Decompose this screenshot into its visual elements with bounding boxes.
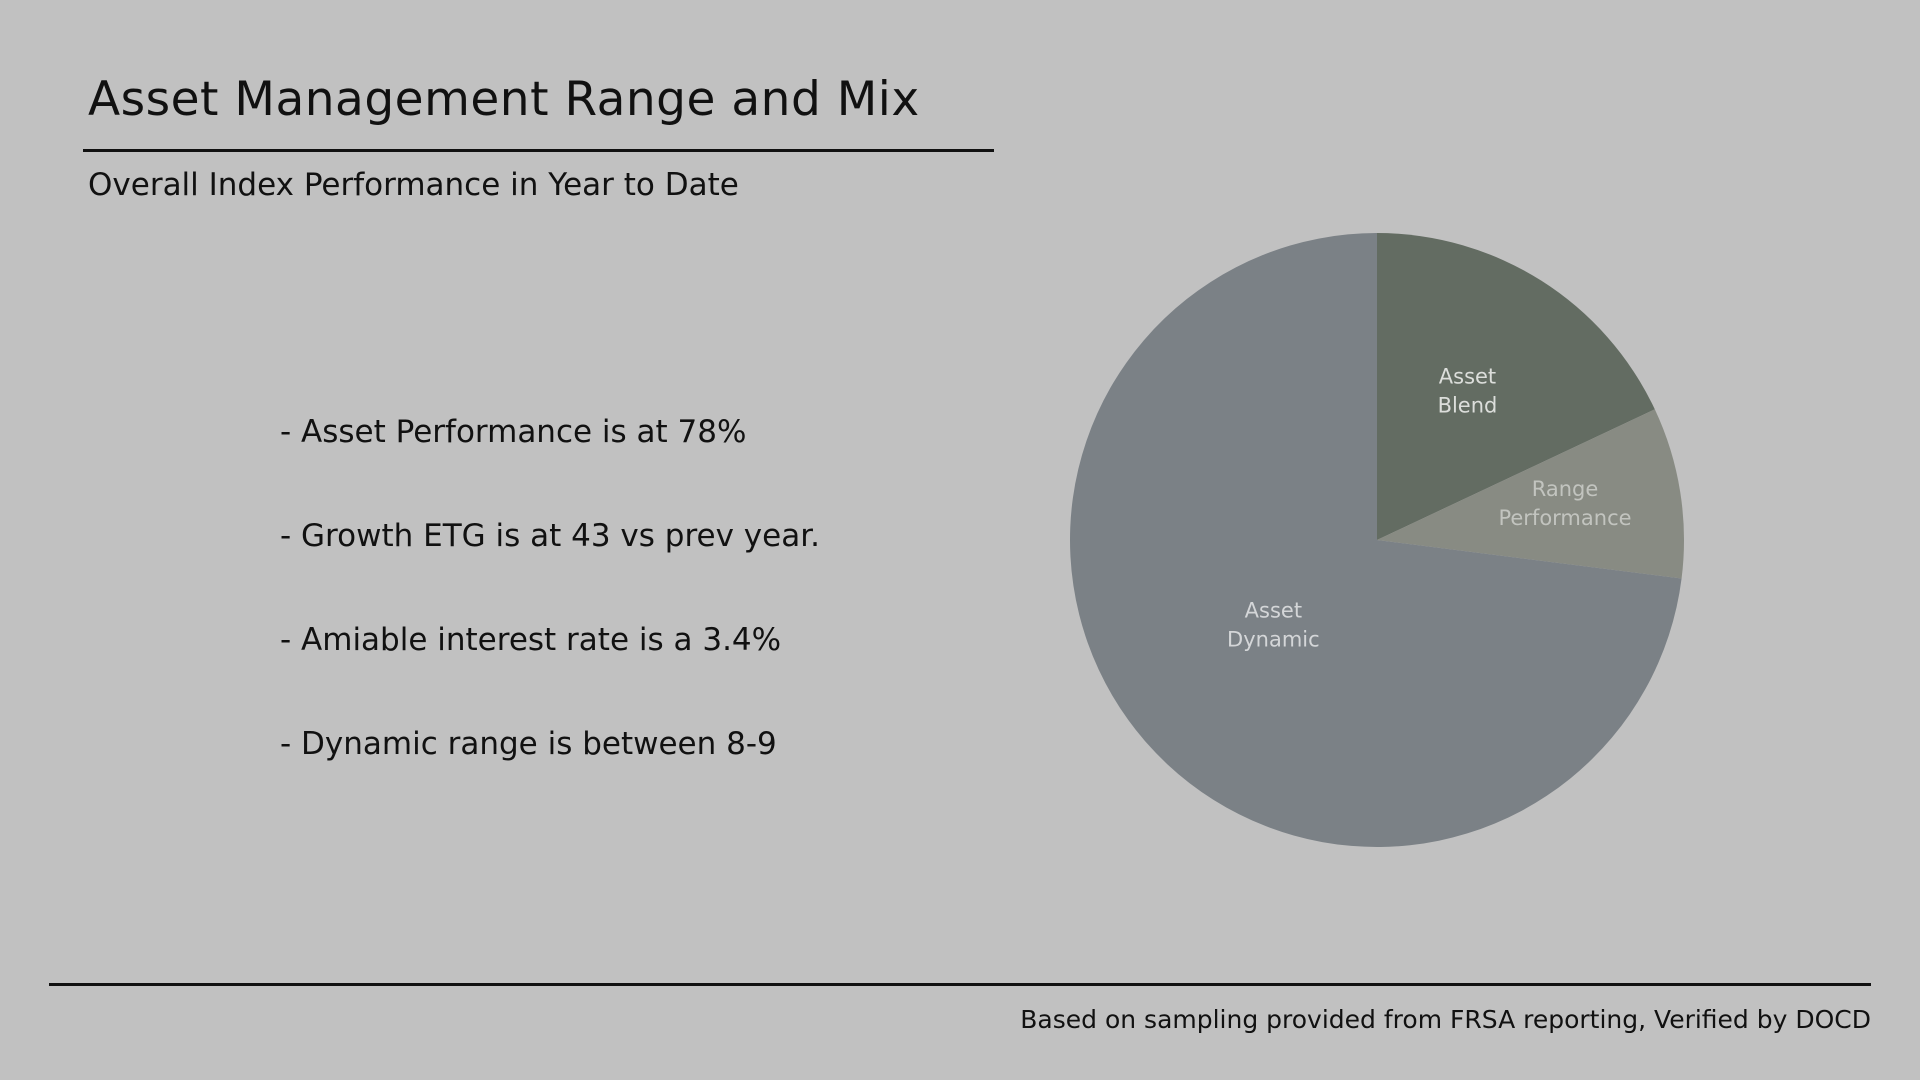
bullet-item-3: - Amiable interest rate is a 3.4% [280, 622, 782, 658]
bullet-item-1: - Asset Performance is at 78% [280, 414, 747, 450]
bullet-list: - Asset Performance is at 78% - Growth E… [280, 410, 820, 826]
footer-source-note: Based on sampling provided from FRSA rep… [1020, 1005, 1871, 1034]
pie-slice-asset-blend [1377, 233, 1655, 540]
pie-label-asset-blend: Asset Blend [1438, 364, 1498, 417]
pie-chart: Asset Blend Range Performance Asset Dynamic [1070, 232, 1684, 847]
slide-title: Asset Management Range and Mix [88, 72, 920, 127]
footer-divider [49, 983, 1871, 986]
pie-slice-range-performance [1377, 409, 1684, 579]
slide-subtitle: Overall Index Performance in Year to Dat… [88, 167, 739, 203]
title-divider [83, 149, 994, 152]
bullet-item-2: - Growth ETG is at 43 vs prev year. [280, 518, 820, 554]
pie-slice-asset-dynamic [1070, 232, 1682, 847]
pie-label-asset-dynamic: Asset Dynamic [1227, 598, 1320, 651]
bullet-item-4: - Dynamic range is between 8-9 [280, 726, 777, 762]
pie-label-range-performance: Range Performance [1498, 477, 1631, 530]
